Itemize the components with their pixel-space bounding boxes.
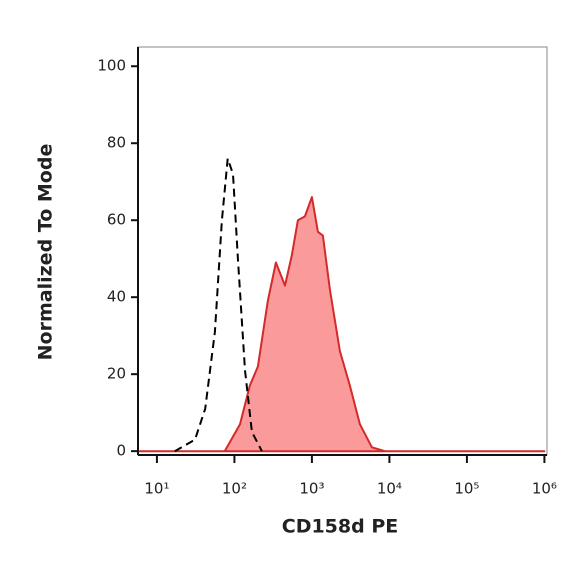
y-tick-label: 60: [107, 211, 126, 229]
y-tick-label: 20: [107, 365, 126, 383]
x-tick-label: 10⁶: [532, 480, 557, 498]
x-axis-title: CD158d PE: [282, 516, 399, 538]
y-axis-title: Normalized To Mode: [35, 144, 57, 361]
x-tick-label: 10³: [299, 480, 324, 498]
x-tick-label: 10¹: [144, 480, 169, 498]
y-tick-label: 100: [97, 57, 126, 75]
x-tick-label: 10⁴: [377, 480, 402, 498]
y-tick-label: 80: [107, 134, 126, 152]
isotype-line: [174, 157, 263, 453]
x-tick-label: 10⁵: [454, 480, 479, 498]
x-tick-label: 10²: [222, 480, 247, 498]
histogram-area: [138, 196, 546, 453]
y-tick-label: 0: [116, 442, 126, 460]
y-tick-label: 40: [107, 288, 126, 306]
